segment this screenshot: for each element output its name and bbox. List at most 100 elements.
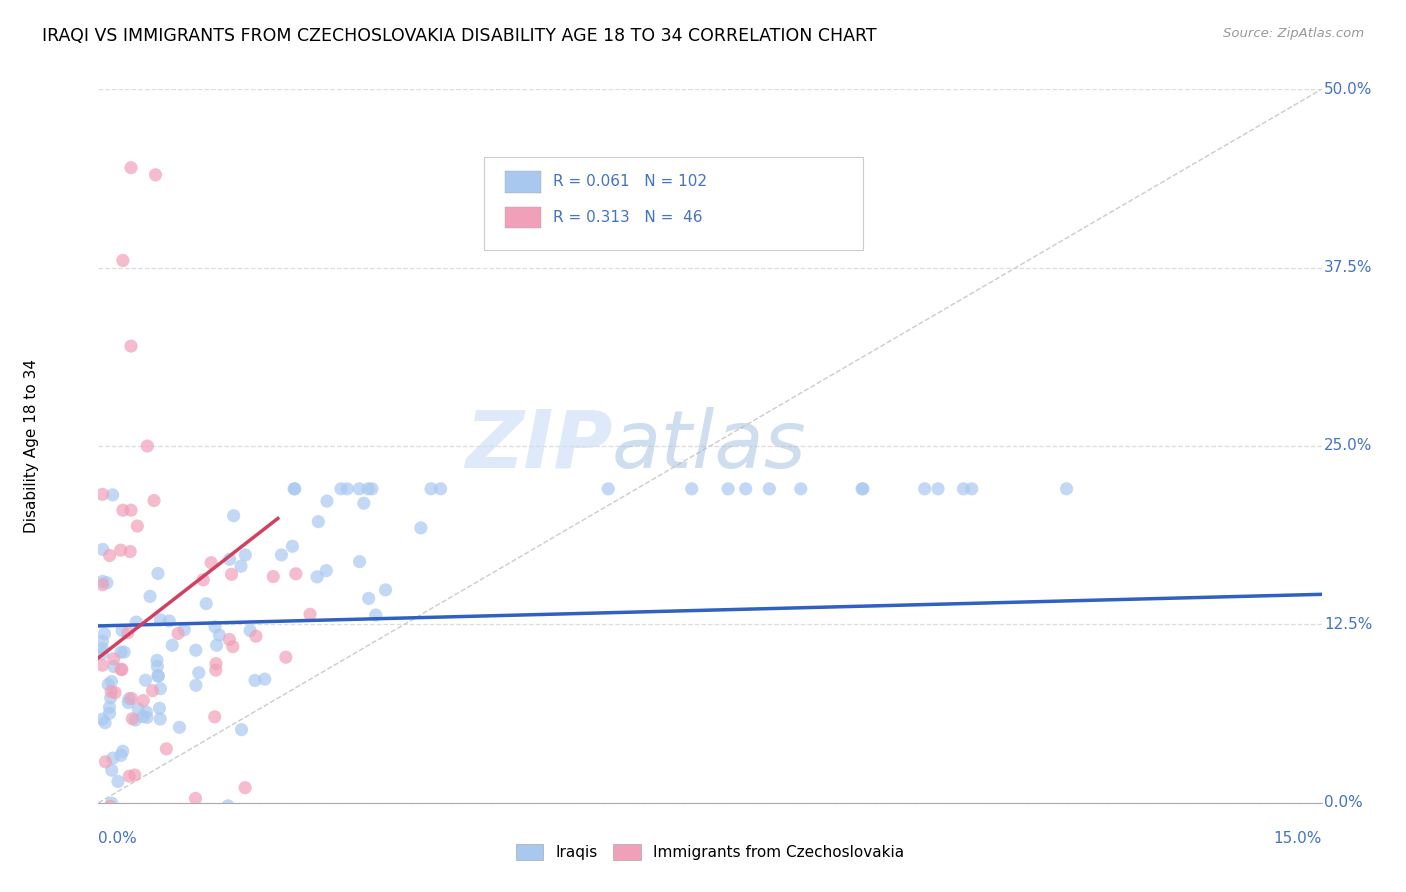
Point — [245, 629, 267, 643]
Point — [429, 482, 451, 496]
Point — [149, 613, 172, 627]
Point — [107, 774, 129, 789]
Point — [149, 712, 172, 726]
Point — [162, 638, 184, 652]
Point — [110, 543, 132, 558]
Point — [307, 570, 329, 584]
Point — [141, 683, 163, 698]
Point — [91, 487, 114, 501]
Point — [117, 696, 139, 710]
Point — [91, 634, 114, 648]
Point — [110, 748, 132, 763]
Point — [187, 665, 209, 680]
Point — [717, 482, 740, 496]
Point — [100, 684, 122, 698]
Point — [204, 620, 226, 634]
Point — [94, 755, 117, 769]
Point — [598, 482, 620, 496]
Point — [316, 494, 339, 508]
Point — [952, 482, 974, 496]
Point — [93, 626, 115, 640]
Point — [243, 673, 266, 688]
Point — [353, 496, 375, 510]
Point — [681, 482, 703, 496]
Point — [184, 643, 207, 657]
Point — [349, 555, 371, 569]
Point — [103, 659, 125, 673]
Point — [111, 744, 134, 758]
Point — [229, 559, 252, 574]
Point — [111, 808, 134, 822]
Point — [364, 608, 387, 623]
Point — [204, 663, 226, 677]
Point — [1056, 482, 1078, 496]
Point — [101, 488, 124, 502]
Point — [118, 769, 141, 783]
Point — [307, 515, 329, 529]
Point — [100, 796, 122, 810]
Point — [91, 641, 114, 656]
Text: Source: ZipAtlas.com: Source: ZipAtlas.com — [1223, 27, 1364, 40]
Point — [91, 577, 114, 591]
Point — [120, 503, 142, 517]
Point — [349, 482, 371, 496]
Point — [100, 764, 122, 778]
Point — [734, 482, 756, 496]
Text: 12.5%: 12.5% — [1324, 617, 1372, 632]
Point — [104, 686, 127, 700]
Point — [120, 544, 142, 558]
Point — [184, 678, 207, 692]
FancyBboxPatch shape — [505, 207, 541, 228]
Point — [145, 168, 167, 182]
Point — [155, 741, 177, 756]
Point — [960, 482, 983, 496]
Point — [100, 674, 122, 689]
Point — [91, 658, 114, 673]
Point — [91, 712, 114, 726]
FancyBboxPatch shape — [505, 171, 541, 193]
Text: 15.0%: 15.0% — [1274, 831, 1322, 847]
Point — [146, 653, 169, 667]
Point — [284, 566, 307, 581]
Point — [136, 710, 159, 724]
Point — [218, 632, 240, 647]
Point — [927, 482, 949, 496]
Point — [222, 640, 245, 654]
Point — [208, 628, 231, 642]
Point — [146, 659, 169, 673]
Point — [169, 720, 191, 734]
Point — [361, 482, 384, 496]
Legend: Iraqis, Immigrants from Czechoslovakia: Iraqis, Immigrants from Czechoslovakia — [510, 838, 910, 866]
Point — [94, 715, 117, 730]
Point — [221, 567, 243, 582]
Point — [139, 590, 162, 604]
Point — [101, 751, 124, 765]
Point — [98, 700, 121, 714]
Point — [336, 482, 359, 496]
Point — [914, 482, 936, 496]
Point — [218, 552, 240, 566]
Point — [204, 710, 226, 724]
Point — [162, 803, 184, 817]
Point — [112, 645, 135, 659]
Text: 0.0%: 0.0% — [98, 831, 138, 847]
Point — [132, 709, 155, 723]
Point — [111, 503, 134, 517]
Point — [357, 591, 380, 606]
Point — [298, 607, 321, 622]
Point — [91, 542, 114, 557]
Text: IRAQI VS IMMIGRANTS FROM CZECHOSLOVAKIA DISABILITY AGE 18 TO 34 CORRELATION CHAR: IRAQI VS IMMIGRANTS FROM CZECHOSLOVAKIA … — [42, 27, 877, 45]
Point — [96, 575, 118, 590]
Text: 50.0%: 50.0% — [1324, 82, 1372, 96]
Point — [233, 780, 256, 795]
Point — [409, 521, 432, 535]
Point — [111, 624, 134, 638]
Point — [146, 566, 169, 581]
Text: 37.5%: 37.5% — [1324, 260, 1372, 275]
Point — [132, 693, 155, 707]
Point — [120, 339, 142, 353]
Point — [205, 638, 228, 652]
Point — [111, 253, 134, 268]
Text: 0.0%: 0.0% — [1324, 796, 1362, 810]
Point — [143, 493, 166, 508]
